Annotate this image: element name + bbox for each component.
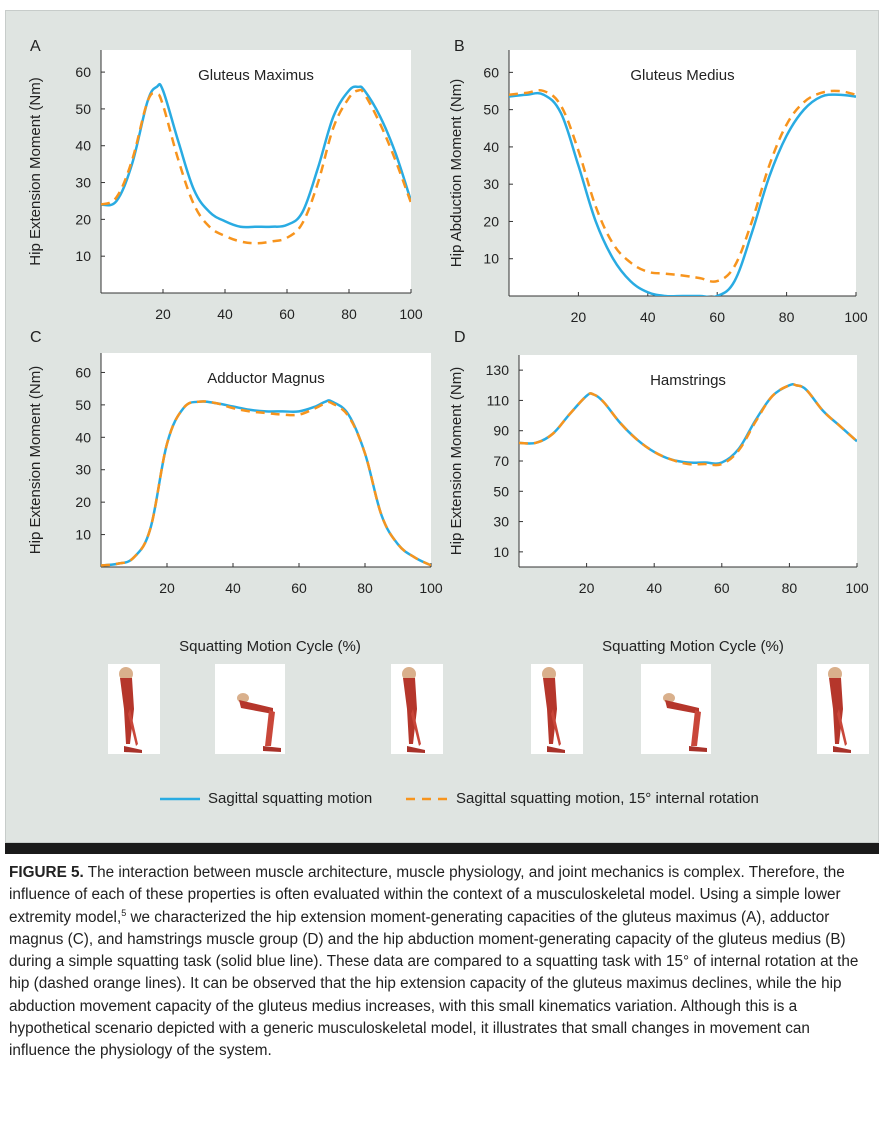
y-tick-label: 30 xyxy=(75,462,91,478)
squatting-pose-image-left xyxy=(215,664,285,754)
y-tick-label: 130 xyxy=(486,362,510,378)
x-tick-label: 100 xyxy=(399,306,423,322)
figure-caption: FIGURE 5. The interaction between muscle… xyxy=(9,862,875,1063)
y-tick-label: 40 xyxy=(483,139,499,155)
charts-canvas: A Gluteus Maximus Hip Extension Moment (Nm… xyxy=(27,38,869,596)
standing-leg-icon xyxy=(828,667,851,753)
panel-letter: A xyxy=(30,38,41,55)
y-axis-label: Hip Extension Moment (Nm) xyxy=(448,367,465,555)
y-tick-label: 40 xyxy=(75,138,91,154)
x-axis-label-right: Squatting Motion Cycle (%) xyxy=(602,638,784,655)
y-tick-label: 50 xyxy=(75,397,91,413)
y-axis-label: Hip Extension Moment (Nm) xyxy=(27,366,44,554)
x-tick-label: 20 xyxy=(579,580,595,596)
y-axis-label: Hip Abduction Moment (Nm) xyxy=(448,79,465,267)
series-line-dashed xyxy=(509,88,856,283)
standing-leg-icon xyxy=(542,667,565,753)
y-tick-label: 10 xyxy=(75,248,91,264)
y-tick-label: 50 xyxy=(75,101,91,117)
y-tick-label: 30 xyxy=(493,514,509,530)
y-tick-label: 10 xyxy=(493,544,509,560)
panel-letter: C xyxy=(30,329,42,346)
chart-panel-b: B Gluteus Medius Hip Abduction Moment (Nm)… xyxy=(448,38,868,325)
y-tick-label: 10 xyxy=(75,527,91,543)
y-tick-label: 70 xyxy=(493,453,509,469)
chart-title: Gluteus Maximus xyxy=(198,67,314,84)
y-tick-label: 60 xyxy=(483,64,499,80)
chart-title: Adductor Magnus xyxy=(207,370,325,387)
x-tick-label: 20 xyxy=(155,306,171,322)
legend-solid-swatch xyxy=(160,797,200,800)
chart-title: Hamstrings xyxy=(650,372,726,389)
y-tick-label: 60 xyxy=(75,364,91,380)
x-tick-label: 100 xyxy=(845,580,869,596)
x-axis-label-left: Squatting Motion Cycle (%) xyxy=(179,638,361,655)
y-tick-label: 50 xyxy=(493,483,509,499)
y-tick-label: 20 xyxy=(75,494,91,510)
caption-text-2: we characterized the hip extension momen… xyxy=(9,908,859,1060)
series-line-solid xyxy=(509,91,856,296)
y-tick-label: 110 xyxy=(487,392,510,408)
x-tick-label: 80 xyxy=(341,306,357,322)
legend-dashed-label: Sagittal squatting motion, 15° internal … xyxy=(456,790,759,807)
x-tick-label: 40 xyxy=(640,309,656,325)
x-tick-label: 80 xyxy=(782,580,798,596)
x-tick-label: 60 xyxy=(714,580,730,596)
plot-area xyxy=(519,355,857,567)
y-tick-label: 60 xyxy=(75,64,91,80)
series-line-dashed xyxy=(101,88,411,245)
caption-label: FIGURE 5. xyxy=(9,864,84,881)
x-tick-label: 60 xyxy=(279,306,295,322)
standing-pose-image-right-1 xyxy=(531,664,583,754)
x-tick-label: 100 xyxy=(419,580,443,596)
x-tick-label: 20 xyxy=(159,580,175,596)
legend-dashed: Sagittal squatting motion, 15° internal … xyxy=(406,790,759,807)
y-tick-label: 90 xyxy=(493,423,509,439)
panel-letter: B xyxy=(454,38,465,55)
panel-letter: D xyxy=(454,329,466,346)
y-axis-label: Hip Extension Moment (Nm) xyxy=(27,77,44,265)
squatting-leg-icon xyxy=(237,693,281,752)
caption-text-1: The interaction between muscle architect… xyxy=(9,864,845,926)
chart-panel-c: C Adductor Magnus Hip Extension Moment (Nm… xyxy=(27,329,443,596)
y-tick-label: 20 xyxy=(483,213,499,229)
caption-divider-bar xyxy=(5,843,879,854)
y-tick-label: 30 xyxy=(75,175,91,191)
plot-area xyxy=(509,50,856,296)
legend-solid: Sagittal squatting motion xyxy=(160,790,372,807)
x-tick-label: 20 xyxy=(571,309,587,325)
series-line-solid xyxy=(101,82,411,229)
y-tick-label: 30 xyxy=(483,176,499,192)
standing-leg-icon xyxy=(119,667,142,753)
y-tick-label: 10 xyxy=(483,251,499,267)
chart-title: Gluteus Medius xyxy=(630,67,734,84)
x-tick-label: 40 xyxy=(217,306,233,322)
squatting-pose-image-right xyxy=(641,664,711,754)
standing-leg-icon xyxy=(402,667,425,753)
chart-panel-d: D Hamstrings Hip Extension Moment (Nm) 10 30… xyxy=(448,329,869,596)
series-line-dashed xyxy=(101,400,431,567)
squatting-leg-icon xyxy=(663,693,707,752)
standing-pose-image-left-2 xyxy=(391,664,443,754)
legend-dashed-swatch xyxy=(406,797,448,800)
y-tick-label: 20 xyxy=(75,211,91,227)
x-tick-label: 60 xyxy=(291,580,307,596)
x-tick-label: 80 xyxy=(357,580,373,596)
plot-area xyxy=(101,353,431,567)
standing-pose-image-left-1 xyxy=(108,664,160,754)
standing-pose-image-right-2 xyxy=(817,664,869,754)
chart-panel-a: A Gluteus Maximus Hip Extension Moment (Nm… xyxy=(27,38,423,322)
x-tick-label: 40 xyxy=(225,580,241,596)
y-tick-label: 40 xyxy=(75,429,91,445)
legend-solid-label: Sagittal squatting motion xyxy=(208,790,373,807)
x-tick-label: 80 xyxy=(779,309,795,325)
x-tick-label: 40 xyxy=(646,580,662,596)
x-tick-label: 60 xyxy=(709,309,725,325)
plot-area xyxy=(101,50,411,293)
caption-reference: 5 xyxy=(121,907,127,918)
y-tick-label: 50 xyxy=(483,102,499,118)
series-line-dashed xyxy=(519,382,857,467)
x-tick-label: 100 xyxy=(844,309,868,325)
